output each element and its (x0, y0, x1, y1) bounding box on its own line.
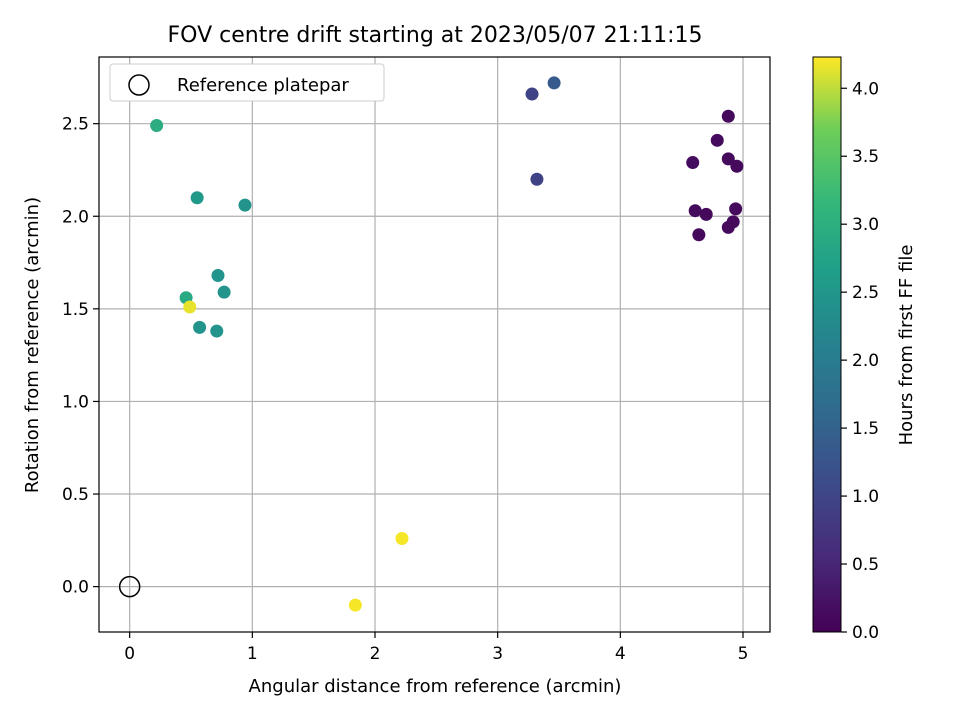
y-tick-label: 1.0 (62, 392, 89, 412)
scatter-point (721, 109, 735, 123)
scatter-point (729, 202, 743, 216)
y-tick-label: 0.5 (62, 485, 89, 505)
y-tick-label: 2.5 (62, 115, 89, 135)
chart-title: FOV centre drift starting at 2023/05/07 … (168, 23, 703, 48)
colorbar-label: Hours from first FF file (896, 245, 917, 446)
scatter-point (525, 87, 539, 101)
scatter-point (688, 204, 702, 218)
y-axis-label: Rotation from reference (arcmin) (22, 197, 43, 493)
scatter-points (118, 76, 744, 612)
x-axis-ticks: 0 1 2 3 4 5 (124, 632, 748, 664)
scatter-point (211, 269, 225, 283)
scatter-point (150, 119, 164, 133)
x-axis-label: Angular distance from reference (arcmin) (249, 676, 622, 697)
colorbar-tick-label: 3.5 (852, 147, 879, 167)
colorbar-tick-label: 4.0 (852, 79, 879, 99)
colorbar-tick-label: 1.0 (852, 487, 879, 507)
colorbar-tick-label: 2.0 (852, 351, 879, 371)
x-tick-label: 2 (370, 644, 381, 664)
scatter-point (183, 300, 197, 314)
x-tick-label: 1 (247, 644, 258, 664)
colorbar-tick-label: 2.5 (852, 283, 879, 303)
y-tick-label: 2.0 (62, 207, 89, 227)
grid-lines (99, 57, 770, 632)
legend-entry-reference: Reference platepar (177, 75, 349, 96)
scatter-point (730, 159, 744, 173)
scatter-point (686, 156, 700, 170)
scatter-point (530, 172, 544, 186)
scatter-point (395, 531, 409, 545)
legend-box (109, 63, 385, 102)
scatter-point (710, 133, 724, 147)
scatter-point (190, 191, 204, 205)
colorbar-tick-label: 1.5 (852, 419, 879, 439)
scatter-point (348, 598, 362, 612)
scatter-point (721, 152, 735, 166)
colorbar-ticks: 0.0 0.5 1.0 1.5 2.0 2.5 3.0 3.5 4.0 (841, 79, 879, 643)
scatter-point (692, 228, 706, 242)
y-tick-label: 0.0 (62, 578, 89, 598)
y-axis-ticks: 0.0 0.5 1.0 1.5 2.0 2.5 (62, 115, 99, 598)
x-tick-label: 5 (738, 644, 749, 664)
x-tick-label: 0 (124, 644, 135, 664)
scatter-point (547, 76, 561, 90)
x-tick-label: 3 (492, 644, 503, 664)
legend-reference-marker (128, 74, 150, 96)
colorbar-tick-label: 0.0 (852, 623, 879, 643)
colorbar (812, 56, 842, 633)
reference-platepar-marker (118, 575, 141, 598)
x-tick-label: 4 (615, 644, 626, 664)
scatter-point (699, 207, 713, 221)
plot-frame (98, 56, 771, 633)
colorbar-tick-label: 0.5 (852, 555, 879, 575)
legend: Reference platepar (109, 63, 385, 102)
scatter-point (721, 220, 735, 234)
scatter-point (238, 198, 252, 212)
colorbar-tick-label: 3.0 (852, 215, 879, 235)
scatter-point (193, 320, 207, 334)
y-tick-label: 1.5 (62, 300, 89, 320)
scatter-point (210, 324, 224, 338)
scatter-point (217, 285, 231, 299)
